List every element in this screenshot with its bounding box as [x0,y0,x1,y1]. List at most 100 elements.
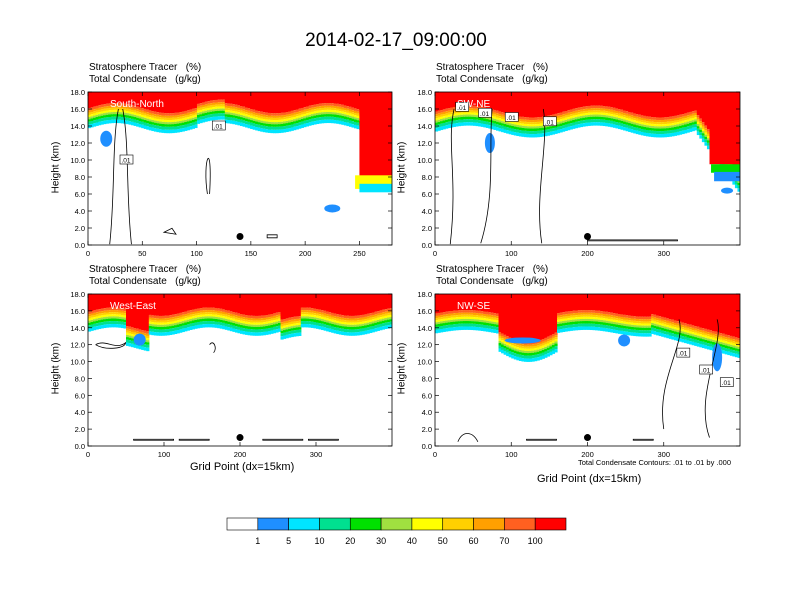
ytick-label: 10.0 [417,156,432,165]
panel-1-frame [87,91,393,246]
ytick-label: 6.0 [422,190,432,199]
colorbar-swatch [226,517,259,531]
contour-label: .01 [121,158,130,165]
contour-line [133,438,304,441]
panel-3-label: West-East [110,301,156,312]
contour-label-box [211,120,226,131]
colorbar-swatch [257,517,289,531]
ytick-label: 0.0 [422,442,432,451]
ytick-label: 10.0 [70,358,85,367]
contour-label: .01 [507,115,516,122]
panel-2-field: .01 .01 .01 .01 [435,92,740,245]
xtick-label: 0 [433,249,437,258]
ytick-label: 14.0 [417,122,432,131]
ytick-label: 2.0 [422,425,432,434]
panel-4: .01 .01 .01 NW-SE 0.0 2.0 4.0 6.0 8.0 10.0 12.0 14.… [417,290,741,459]
ytick-label: 12.0 [70,139,85,148]
ytick-label: 18.0 [70,290,85,299]
ytick-label: 10.0 [417,358,432,367]
panel-1-header-line2: Total Condensate (g/kg) [89,74,201,85]
ytick-label: 0.0 [75,442,85,451]
panel-1-marker [236,233,244,240]
contour-note: Total Condensate Contours: .01 to .01 by… [578,458,732,467]
contour-label-box [119,154,134,165]
ytick-label: 14.0 [70,122,85,131]
ytick-label: 16.0 [417,307,432,316]
contour-line [662,319,681,430]
panel-4-marker [584,434,591,442]
ytick-label: 4.0 [422,207,432,216]
panel-4-header-line2: Total Condensate (g/kg) [436,276,548,287]
page-title: 2014-02-17_09:00:00 [305,30,487,51]
contour-label: .01 [214,124,223,131]
xtick-label: 50 [138,249,146,258]
contour-label: .01 [545,119,554,126]
panel-2-header-line2: Total Condensate (g/kg) [436,74,548,85]
ytick-label: 8.0 [75,374,85,383]
contour-label-box [676,347,691,358]
xtick-label: 200 [299,249,312,258]
panel-2-marker [584,233,591,240]
ytick-label: 2.0 [422,224,432,233]
contour-label-box [719,377,734,387]
contour-label-box [543,116,557,127]
panel-3: West-East 0.0 2.0 4.0 6.0 8.0 10.0 12.0 14.0 16.0… [70,290,393,459]
panel-3-header-line2: Total Condensate (g/kg) [89,276,201,287]
contour-label: .01 [457,105,466,112]
xtick-label: 0 [433,450,437,459]
panel-2-header-line1: Stratosphere Tracer (%) [436,62,549,73]
ytick-label: 18.0 [417,290,432,299]
panel-3-header-line1: Stratosphere Tracer (%) [89,264,202,275]
colorbar-swatch [380,517,413,531]
ytick-label: 10.0 [70,156,85,165]
ytick-label: 12.0 [417,139,432,148]
colorbar-label: 60 [469,536,479,546]
panel-1-label: South-North [110,99,164,110]
panel-4-header: Stratosphere Tracer (%) Total Condensate… [436,264,548,288]
colorbar-label: 30 [376,536,386,546]
panel-1-field: .01 .01 [88,92,392,245]
panel-1-header-line1: Stratosphere Tracer (%) [89,62,202,73]
ytick-label: 0.0 [422,241,432,250]
contour-label: .01 [480,111,489,118]
contour-line [449,108,455,245]
contour-label: .01 [701,368,710,375]
panel-1-contours [109,108,278,245]
xtick-label: 150 [245,249,258,258]
xtick-label: 0 [86,450,90,459]
xtick-label: 300 [657,249,670,258]
panel-1-header: Stratosphere Tracer (%) Total Condensate… [89,62,201,86]
contour-line [587,239,678,242]
ytick-label: 6.0 [75,391,85,400]
colorbar-swatch [349,517,382,531]
colorbar-label: 10 [314,536,324,546]
colorbar-label: 1 [255,536,260,546]
ytick-label: 8.0 [75,173,85,182]
colorbar-swatch [442,517,474,531]
colorbar-swatch [504,517,536,531]
colorbar-label: 50 [438,536,448,546]
contour-line [457,433,654,442]
panel-4-label: NW-SE [457,301,490,312]
xtick-label: 100 [190,249,203,258]
ytick-label: 6.0 [422,391,432,400]
xtick-label: 200 [234,450,247,459]
contour-label-box [504,112,519,122]
ytick-label: 4.0 [75,408,85,417]
ytick-label: 16.0 [70,105,85,114]
panel-3-contours [95,341,339,441]
xtick-label: 200 [581,450,594,459]
ytick-label: 12.0 [70,341,85,350]
ytick-label: 6.0 [75,190,85,199]
panel-2-label: SW-NE [457,99,490,110]
panel-3-field [88,294,392,441]
xtick-label: 300 [657,450,670,459]
contour-label: .01 [722,380,731,387]
xtick-label: 100 [505,249,518,258]
ytick-label: 16.0 [70,307,85,316]
colorbar: 1 5 10 20 30 40 50 60 70 100 [226,517,567,546]
panel-4-contours [457,319,719,442]
panel-2-contours [449,108,678,245]
contour-line [109,108,132,245]
